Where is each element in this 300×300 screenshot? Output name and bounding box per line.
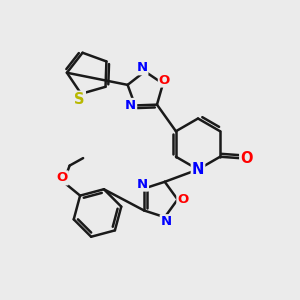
- Text: N: N: [192, 162, 204, 177]
- Text: N: N: [125, 99, 136, 112]
- Text: O: O: [177, 193, 189, 206]
- Text: S: S: [74, 92, 85, 107]
- Text: N: N: [161, 215, 172, 228]
- Text: N: N: [137, 178, 148, 190]
- Text: O: O: [159, 74, 170, 86]
- Text: O: O: [240, 151, 253, 166]
- Text: O: O: [56, 171, 68, 184]
- Text: N: N: [136, 61, 147, 74]
